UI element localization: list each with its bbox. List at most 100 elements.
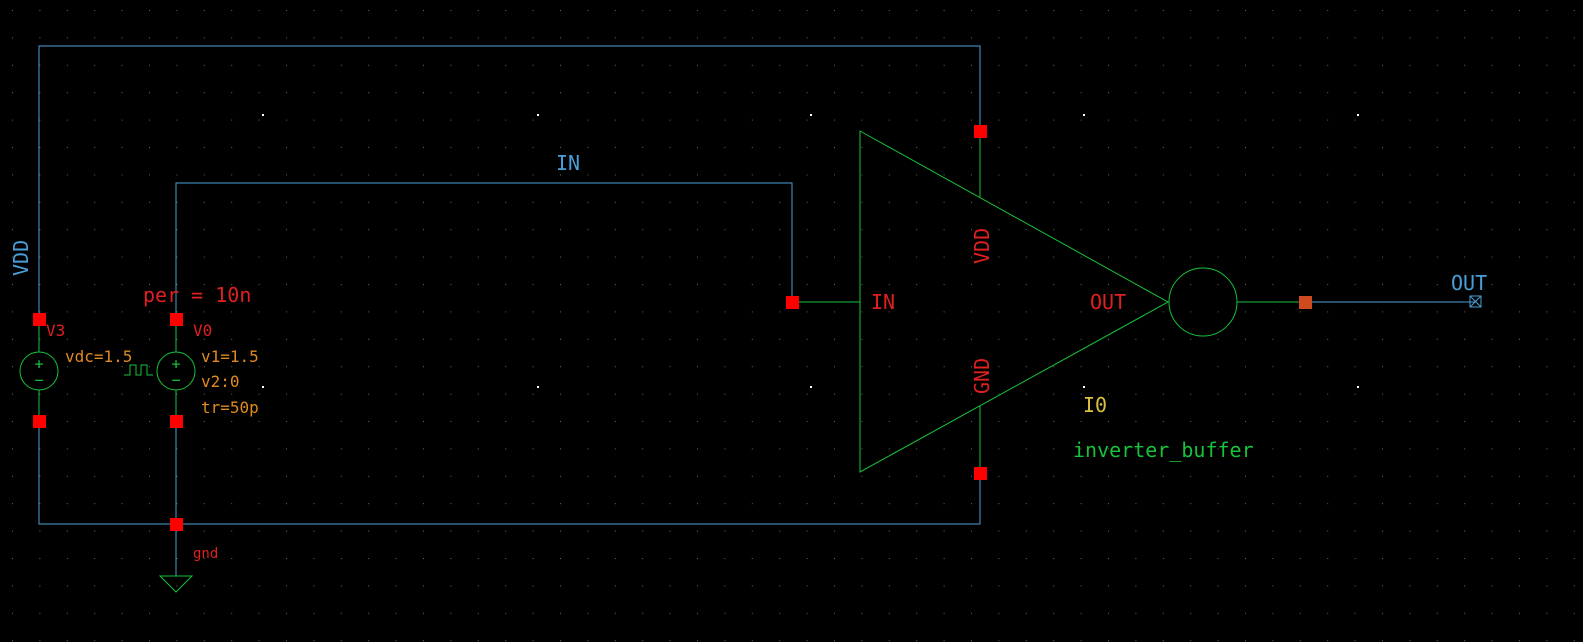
grid-dot [66, 338, 68, 340]
pin-v3-plus[interactable] [33, 313, 46, 326]
grid-dot [1299, 612, 1301, 614]
grid-dot [1080, 284, 1082, 285]
pin-gnd-junction[interactable] [170, 518, 183, 531]
grid-dot [1245, 10, 1246, 11]
grid-dot [669, 530, 671, 532]
grid-dot [669, 558, 671, 559]
grid-dot [149, 421, 150, 422]
grid-dot [450, 503, 452, 505]
grid-dot [1382, 366, 1383, 368]
grid-dot [1354, 256, 1356, 258]
grid-dot [888, 201, 890, 203]
grid-dot [697, 256, 698, 258]
grid-dot [669, 393, 671, 395]
net-label-vdd: VDD [9, 240, 33, 276]
grid-dot [642, 612, 644, 614]
grid-dot [12, 64, 13, 66]
grid-dot [1519, 585, 1520, 587]
grid-dot [121, 448, 123, 450]
grid-dot [1436, 421, 1438, 422]
grid-dot [1108, 612, 1109, 614]
wire-in-net[interactable] [175, 182, 793, 319]
grid-dot [697, 229, 698, 231]
grid-dot [1245, 585, 1246, 587]
grid-dot [450, 640, 452, 642]
grid-dot [1546, 640, 1548, 642]
grid-dot [1464, 366, 1466, 368]
grid-dot [806, 612, 808, 614]
grid-dot [1190, 558, 1192, 559]
grid-dot [1519, 448, 1520, 450]
grid-dot [697, 64, 698, 66]
grid-dot [258, 147, 260, 148]
grid-dot [313, 393, 315, 395]
grid-dot [340, 311, 342, 313]
grid-dots [12, 10, 1575, 642]
grid-dot [1025, 558, 1027, 559]
pin-v0-plus[interactable] [170, 313, 183, 326]
grid-dot [423, 530, 424, 532]
grid-dot [1080, 558, 1082, 559]
grid-dot [203, 366, 205, 368]
grid-dot [614, 612, 616, 614]
grid-dot [1299, 256, 1301, 258]
grid-dot [642, 366, 644, 368]
grid-dot [340, 503, 342, 505]
grid-dot [998, 201, 1000, 203]
grid-dot [505, 10, 507, 11]
grid-dot [423, 393, 424, 395]
grid-dot [587, 256, 589, 258]
grid-dot [1546, 585, 1548, 587]
grid-dot [313, 530, 315, 532]
pin-buffer-out[interactable] [1299, 296, 1312, 309]
grid-dot [286, 37, 287, 39]
pin-buffer-vdd[interactable] [974, 125, 987, 138]
grid-dot [423, 119, 424, 121]
grid-dot [94, 10, 96, 11]
grid-dot [971, 92, 972, 94]
pin-v3-minus[interactable] [33, 415, 46, 428]
ground-symbol[interactable] [158, 575, 194, 593]
grid-dot [998, 393, 1000, 395]
grid-dot [39, 174, 41, 176]
grid-dot [834, 366, 835, 368]
grid-dot [66, 147, 68, 148]
grid-dot [1190, 393, 1192, 395]
grid-dot [39, 229, 41, 231]
grid-dot [121, 612, 123, 614]
pin-v0-minus[interactable] [170, 415, 183, 428]
grid-dot [258, 174, 260, 176]
grid-dot [1299, 10, 1301, 11]
v0-plus-mark: + [171, 355, 180, 373]
grid-dot [340, 585, 342, 587]
grid-dot [12, 366, 13, 368]
grid-dot [1025, 503, 1027, 505]
grid-dot [669, 256, 671, 258]
grid-dot [1135, 174, 1137, 176]
buffer-bubble[interactable] [1168, 267, 1238, 337]
grid-dot [916, 366, 918, 368]
grid-dot [1354, 174, 1356, 176]
pin-buffer-in[interactable] [786, 296, 799, 309]
grid-dot [1108, 311, 1109, 313]
grid-dot [1409, 147, 1411, 148]
grid-dot [505, 311, 507, 313]
grid-dot [368, 119, 370, 121]
grid-dot [751, 448, 753, 450]
grid-dot [313, 558, 315, 559]
grid-dot [1409, 10, 1411, 11]
grid-dot [998, 174, 1000, 176]
wire-gnd-net[interactable] [38, 421, 981, 525]
grid-dot [203, 64, 205, 66]
grid-dot [751, 558, 753, 559]
output-terminal[interactable] [1469, 295, 1482, 308]
grid-dot [1436, 256, 1438, 258]
pin-buffer-gnd[interactable] [974, 467, 987, 480]
grid-dot [1217, 530, 1219, 532]
grid-dot [1382, 585, 1383, 587]
grid-dot [1573, 421, 1575, 422]
wire-vdd-net[interactable] [38, 45, 981, 319]
grid-dot [1409, 475, 1411, 477]
grid-dot [1190, 338, 1192, 340]
